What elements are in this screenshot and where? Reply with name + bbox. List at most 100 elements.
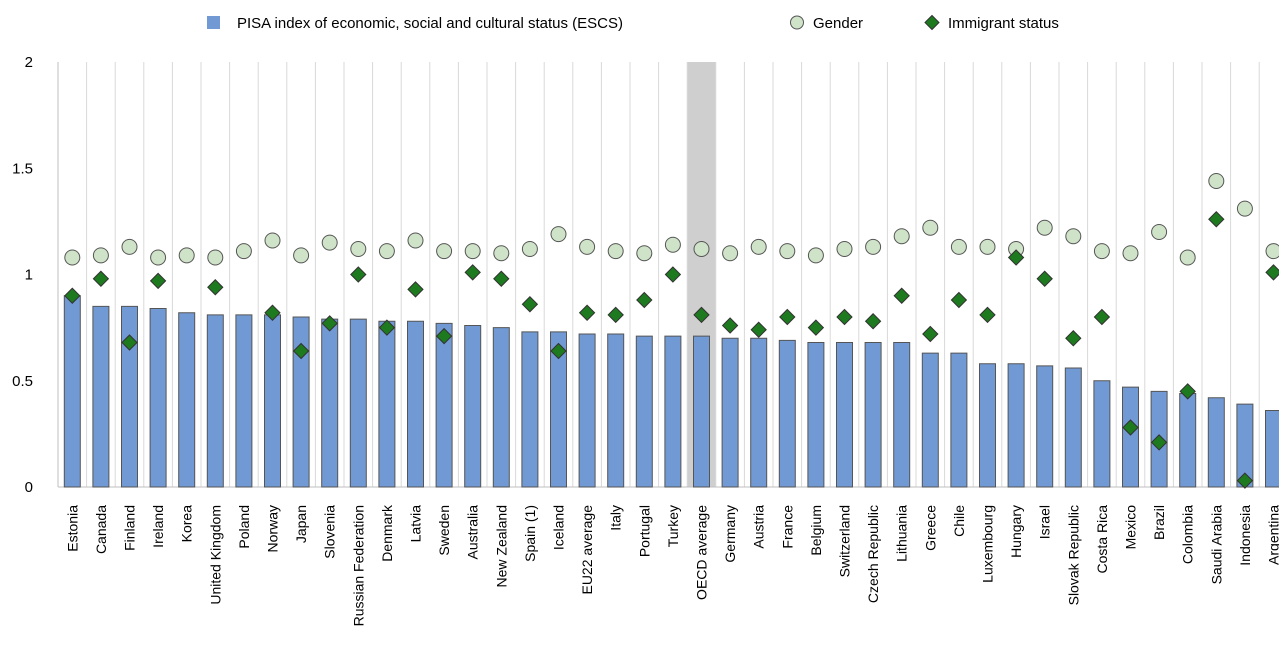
escs-bar <box>321 318 339 488</box>
gender-marker <box>235 243 252 260</box>
immigrant-marker <box>1065 330 1082 347</box>
x-tick-label: Australia <box>465 505 481 560</box>
gender-marker <box>750 238 767 255</box>
escs-bar <box>893 342 911 488</box>
x-tick-label: Brazil <box>1151 505 1167 540</box>
gender-marker <box>150 249 167 266</box>
immigrant-marker <box>121 334 138 351</box>
escs-bar <box>1207 397 1225 488</box>
immigrant-marker <box>493 270 510 287</box>
gender-marker <box>1236 200 1253 217</box>
x-tick-label: Turkey <box>665 505 681 547</box>
x-tick-label: Finland <box>122 505 138 551</box>
x-tick-label: Russian Federation <box>350 505 366 626</box>
gender-marker <box>664 236 681 253</box>
escs-bar <box>864 342 882 488</box>
gender-marker <box>407 232 424 249</box>
y-tick-label: 1.5 <box>12 160 33 177</box>
x-tick-label: Iceland <box>551 505 567 550</box>
x-tick-label: Lithuania <box>894 505 910 562</box>
gender-marker <box>1122 245 1139 262</box>
x-tick-label: Slovenia <box>322 505 338 559</box>
immigrant-marker <box>264 304 281 321</box>
immigrant-marker <box>435 327 453 345</box>
gender-marker <box>922 219 939 236</box>
gender-marker <box>436 243 453 260</box>
immigrant-marker <box>64 287 81 304</box>
escs-bar <box>693 335 710 488</box>
y-tick-label: 0.5 <box>12 373 33 390</box>
x-tick-label: Germany <box>722 505 738 563</box>
immigrant-marker <box>807 319 825 336</box>
x-tick-label: Saudi Arabia <box>1208 505 1224 585</box>
gender-marker <box>1036 219 1053 236</box>
y-tick-label: 2 <box>25 54 33 71</box>
x-tick-label: Portugal <box>636 505 652 557</box>
immigrant-marker <box>1122 419 1139 436</box>
x-tick-label: Mexico <box>1123 505 1139 550</box>
gender-marker <box>550 226 567 243</box>
gender-marker <box>493 245 510 262</box>
gender-marker <box>321 234 338 251</box>
immigrant-marker <box>1265 264 1279 281</box>
escs-bar <box>92 305 110 488</box>
escs-bar <box>464 325 482 488</box>
escs-bar <box>550 331 567 488</box>
immigrant-marker <box>407 281 424 298</box>
immigrant-marker <box>1208 211 1225 228</box>
immigrant-marker <box>1036 270 1053 287</box>
immigrant-marker <box>207 279 224 296</box>
x-tick-label: Estonia <box>64 505 80 552</box>
gender-marker <box>1208 173 1225 189</box>
escs-bar <box>349 318 367 488</box>
x-tick-label: Denmark <box>379 504 395 562</box>
immigrant-marker <box>92 270 110 287</box>
immigrant-marker <box>378 319 396 336</box>
x-tick-label: OECD average <box>694 505 710 600</box>
immigrant-marker <box>149 272 167 290</box>
immigrant-marker <box>292 342 310 360</box>
gender-marker <box>207 249 224 266</box>
x-tick-label: Colombia <box>1180 505 1196 564</box>
gender-marker <box>1093 243 1110 260</box>
legend-label-gender: Gender <box>813 15 863 32</box>
legend: PISA index of economic, social and cultu… <box>207 14 1059 32</box>
x-tick-label: Poland <box>236 505 252 549</box>
legend-swatch-escs <box>207 16 220 29</box>
immigrant-marker <box>922 325 939 343</box>
immigrant-marker <box>1179 383 1196 400</box>
plot-area: 0 0.5 1 1.5 2 Estonia Canada Finland Ireland Kore… <box>12 54 1279 626</box>
x-tick-label: Norway <box>265 505 281 552</box>
escs-bar <box>950 352 968 488</box>
x-tick-label: Hungary <box>1008 505 1024 558</box>
x-tick-label: Chile <box>951 505 967 537</box>
gender-marker <box>865 238 882 255</box>
escs-bar <box>1093 380 1111 488</box>
immigrant-marker <box>578 304 596 321</box>
immigrant-marker <box>1236 472 1254 489</box>
gender-marker <box>293 247 310 264</box>
immigrant-marker <box>979 306 996 324</box>
escs-bar <box>264 314 281 488</box>
gender-marker <box>1179 249 1196 266</box>
escs-bar <box>206 314 224 488</box>
escs-bar <box>578 333 596 488</box>
x-tick-label: Korea <box>179 505 195 543</box>
x-tick-label: Argentina <box>1266 505 1279 565</box>
x-tick-label: Czech Republic <box>865 505 881 603</box>
immigrant-marker <box>779 308 796 326</box>
x-tick-label: Spain (1) <box>522 505 538 562</box>
gender-marker <box>607 243 624 260</box>
gender-marker <box>1265 243 1279 260</box>
legend-swatch-gender <box>790 15 804 30</box>
gender-marker <box>950 238 967 255</box>
gender-marker <box>464 243 481 260</box>
x-tick-label: EU22 average <box>579 505 595 595</box>
gender-marker <box>92 247 109 264</box>
gender-marker <box>979 238 996 255</box>
x-tick-label: Canada <box>93 505 109 554</box>
escs-bar <box>492 327 510 488</box>
x-tick-label: Ireland <box>150 505 166 548</box>
escs-bar <box>63 295 81 488</box>
